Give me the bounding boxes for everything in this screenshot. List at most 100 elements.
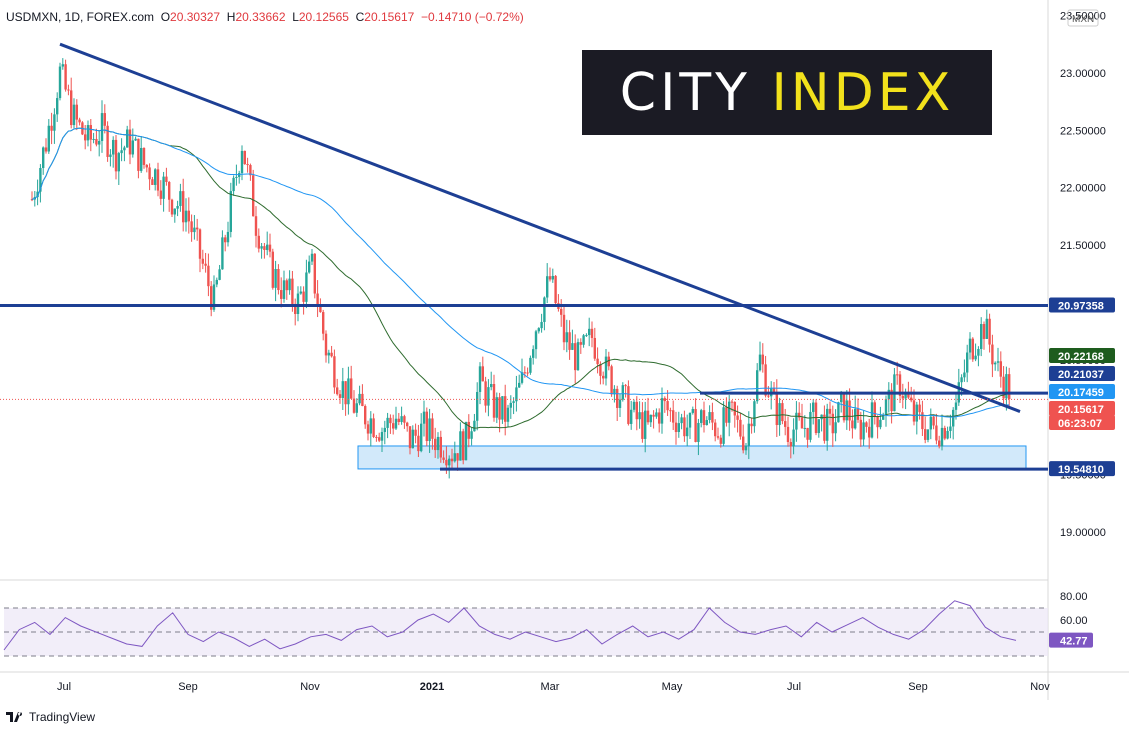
candle-body	[263, 246, 266, 250]
candle-body	[61, 64, 64, 67]
candle-body	[658, 412, 661, 424]
candle-body	[316, 293, 319, 306]
candle-body	[100, 113, 104, 142]
candle-body	[128, 129, 132, 155]
candle-body	[868, 426, 871, 438]
candle-body	[565, 332, 568, 343]
candle-body	[971, 338, 974, 360]
candle-body	[470, 431, 473, 439]
candle-body	[974, 355, 977, 360]
candle-body	[319, 305, 322, 313]
high-value: 20.33662	[235, 10, 286, 24]
candle-body	[543, 297, 546, 322]
candle-body	[274, 268, 277, 288]
candle-body	[484, 381, 487, 406]
candle-body	[730, 401, 734, 403]
candle-body	[226, 231, 230, 243]
candle-body	[142, 147, 146, 165]
candle-body	[109, 154, 112, 157]
candle-body	[490, 384, 493, 388]
candle-body	[744, 445, 748, 451]
price-badge	[1049, 366, 1115, 381]
ma-blue-line	[31, 127, 1010, 418]
candle-body	[504, 396, 507, 422]
open-label: O	[160, 10, 171, 24]
candle-body	[137, 138, 140, 171]
candle-body	[322, 312, 325, 334]
candle-body	[394, 418, 398, 429]
candle-body	[546, 276, 549, 298]
candle-body	[952, 409, 955, 427]
candle-body	[392, 423, 395, 429]
candle-body	[686, 427, 689, 437]
candle-body	[420, 423, 423, 452]
candle-body	[646, 410, 650, 423]
candle-body	[932, 416, 935, 426]
candle-body	[215, 279, 218, 285]
candle-body	[778, 403, 781, 426]
drawn-lines	[0, 42, 1048, 471]
y-tick-label: 22.50000	[1060, 125, 1106, 137]
candle-body	[576, 342, 580, 371]
candle-body	[882, 415, 885, 420]
candle-body	[190, 221, 193, 233]
candle-body	[803, 427, 806, 429]
candle-body	[254, 216, 258, 236]
candle-body	[518, 382, 521, 388]
candle-body	[498, 397, 501, 420]
price-badge-label: 20.21037	[1058, 369, 1104, 381]
tradingview-brand[interactable]: TradingView	[6, 710, 95, 724]
candle-body	[406, 422, 409, 427]
candle-body	[117, 153, 120, 172]
candle-body	[221, 237, 224, 270]
candle-body	[532, 349, 535, 358]
candle-body	[294, 303, 297, 315]
candle-body	[442, 457, 445, 460]
candle-body	[473, 420, 476, 432]
candle-body	[540, 321, 543, 329]
price-badge-label: 19.54810	[1058, 464, 1104, 476]
candle-body	[831, 413, 834, 434]
candle-body	[548, 276, 552, 280]
candle-body	[252, 175, 255, 217]
candle-body	[688, 412, 692, 428]
price-badge	[1049, 348, 1115, 363]
candle-body	[327, 352, 330, 356]
candle-body	[924, 429, 927, 440]
x-tick-label: Jul	[787, 681, 801, 693]
candle-body	[257, 235, 260, 249]
candle-body	[929, 416, 932, 430]
candle-body	[901, 395, 904, 399]
candle-body	[198, 229, 202, 259]
candle-body	[921, 412, 924, 430]
x-tick-label: 2021	[420, 681, 444, 693]
candle-body	[408, 426, 412, 449]
high-label: H	[226, 10, 236, 24]
candle-body	[386, 417, 389, 428]
candle-body	[308, 261, 311, 273]
close-label: C	[355, 10, 365, 24]
candle-body	[288, 278, 291, 291]
candle-body	[347, 378, 350, 405]
candle-body	[299, 291, 302, 294]
candle-body	[960, 377, 963, 383]
candle-body	[898, 374, 902, 396]
candle-body	[700, 410, 703, 423]
price-badge-label: 20.97358	[1058, 301, 1104, 313]
candle-body	[240, 150, 244, 174]
change-value: −0.14710 (−0.72%)	[421, 10, 524, 24]
candle-body	[691, 409, 694, 413]
candle-body	[165, 176, 168, 183]
candle-body	[98, 141, 101, 145]
candle-body	[30, 199, 34, 201]
candle-body	[355, 403, 358, 413]
candle-body	[218, 269, 221, 280]
candle-body	[344, 381, 347, 405]
candle-body	[232, 177, 235, 192]
candle-body	[92, 138, 95, 140]
candle-body	[624, 385, 627, 387]
candle-body	[926, 429, 930, 440]
candle-body	[120, 150, 123, 154]
candle-body	[70, 90, 73, 126]
